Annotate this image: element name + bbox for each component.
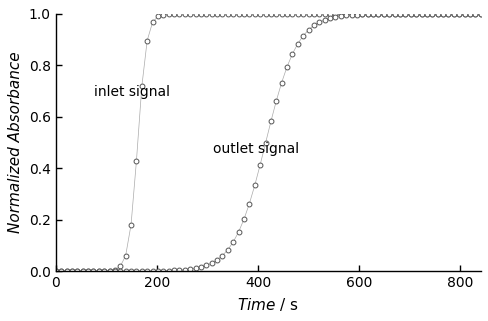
- Text: inlet signal: inlet signal: [94, 85, 169, 99]
- X-axis label: $\mathit{Time}$ / s: $\mathit{Time}$ / s: [237, 296, 299, 313]
- Y-axis label: Normalized Absorbance: Normalized Absorbance: [8, 52, 23, 233]
- Text: outlet signal: outlet signal: [212, 142, 298, 156]
